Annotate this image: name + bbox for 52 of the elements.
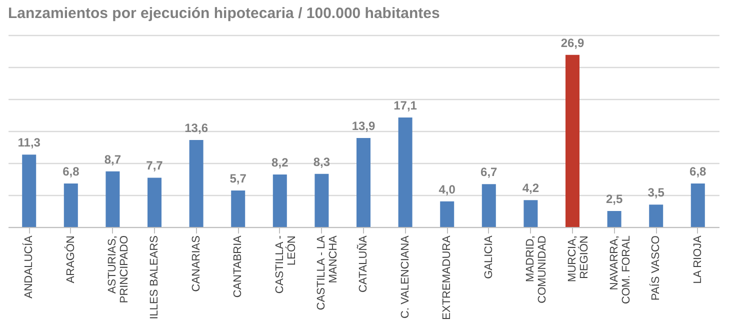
x-tick-label: MURCIA, REGIÓN (566, 235, 590, 282)
data-label: 6,7 (480, 165, 498, 180)
data-label: 17,1 (394, 98, 418, 113)
data-label: 6,8 (62, 164, 80, 178)
data-label: 8,2 (272, 156, 289, 170)
x-tick-label: PAÍS VASCO (649, 235, 662, 301)
data-label: 26,9 (560, 36, 584, 50)
bar (398, 118, 412, 227)
bar (148, 178, 162, 227)
x-tick-label: EXTREMADURA (441, 234, 454, 320)
bar (189, 140, 204, 227)
data-label: 4,2 (522, 181, 540, 196)
bar (272, 174, 287, 227)
x-tick-label: ARAGÓN (64, 235, 77, 284)
x-tick-label: CATALUÑA (356, 234, 370, 293)
x-tick-label: GALICIA (482, 234, 495, 279)
data-label: 8,7 (104, 152, 122, 166)
chart-title: Lanzamientos por ejecución hipotecaria / 100.000 habitantes (8, 5, 440, 22)
data-label: 4,0 (438, 182, 456, 196)
x-tick-label: NAVARRA, COM. FORAL (608, 236, 632, 304)
bar (607, 211, 622, 227)
bar (106, 171, 120, 227)
bar (565, 54, 580, 227)
bar (649, 204, 664, 227)
bar (64, 183, 78, 227)
data-label: 13,6 (184, 120, 208, 135)
x-tick-label: C. VALENCIANA (399, 234, 412, 318)
bar (482, 184, 496, 227)
x-tick-label: CANARIAS (190, 236, 202, 292)
x-tick-label: CASTILLA - LEÓN (274, 235, 298, 294)
data-label: 13,9 (352, 119, 376, 134)
bar (690, 183, 705, 227)
bar (440, 201, 454, 227)
x-tick-label: CANTABRIA (232, 234, 244, 298)
data-label: 3,5 (648, 186, 665, 200)
x-tick-label: MADRID, COMUNIDAD (524, 235, 549, 304)
x-tick-label: CASTILLA - LA MANCHA (316, 234, 340, 310)
x-tick-label: ANDALUCÍA (22, 234, 36, 298)
x-tick-label: ILLES BALEARS (148, 236, 161, 320)
data-label: 5,7 (230, 172, 247, 186)
bar (22, 154, 36, 227)
bar (231, 190, 246, 227)
data-label: 8,3 (313, 154, 330, 169)
x-tick-label: ASTURIAS, PRINCIPADO (106, 235, 131, 304)
bar (524, 200, 538, 227)
data-label: 2,5 (606, 192, 623, 206)
bar (356, 138, 370, 227)
data-label: 11,3 (18, 136, 41, 150)
bar (314, 174, 329, 227)
x-tick-label: LA RIOJA (692, 234, 704, 284)
data-label: 6,8 (690, 164, 707, 178)
data-label: 7,7 (146, 158, 164, 173)
